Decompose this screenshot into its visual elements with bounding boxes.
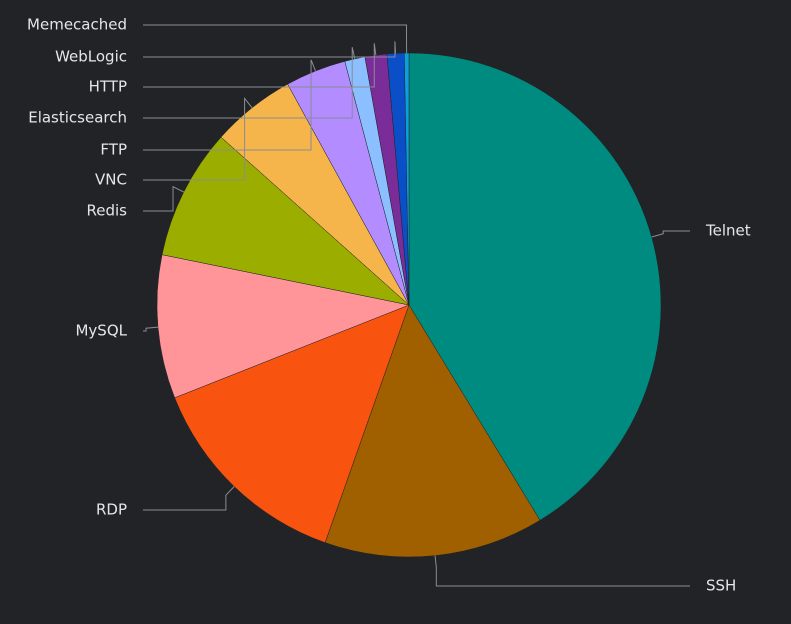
leader-line [143,41,397,58]
leader-line [143,43,377,88]
slice-label: Redis [87,202,128,220]
leader-line [143,24,408,54]
slice-label: FTP [100,141,127,159]
slice-label: HTTP [89,78,127,96]
slice-label: Telnet [705,222,751,240]
leader-line [434,555,690,587]
leader-line [143,97,253,181]
pie-slice [403,52,410,306]
pie-slice [324,304,541,558]
leader-line [143,486,235,511]
slice-label: Memecached [27,16,127,34]
pie-slice [156,254,410,399]
leader-line [143,185,184,212]
leader-line [651,230,690,238]
leader-line [143,47,356,119]
pie-slice [174,304,410,543]
slice-label: RDP [96,501,127,519]
leader-line [143,326,159,332]
slice-label: WebLogic [55,48,127,66]
slice-label: SSH [706,577,736,595]
pie-slice [161,136,410,306]
slice-label: MySQL [75,322,127,340]
slice-label: VNC [95,171,127,189]
leader-line [143,59,316,151]
slice-label: Elasticsearch [28,109,127,127]
